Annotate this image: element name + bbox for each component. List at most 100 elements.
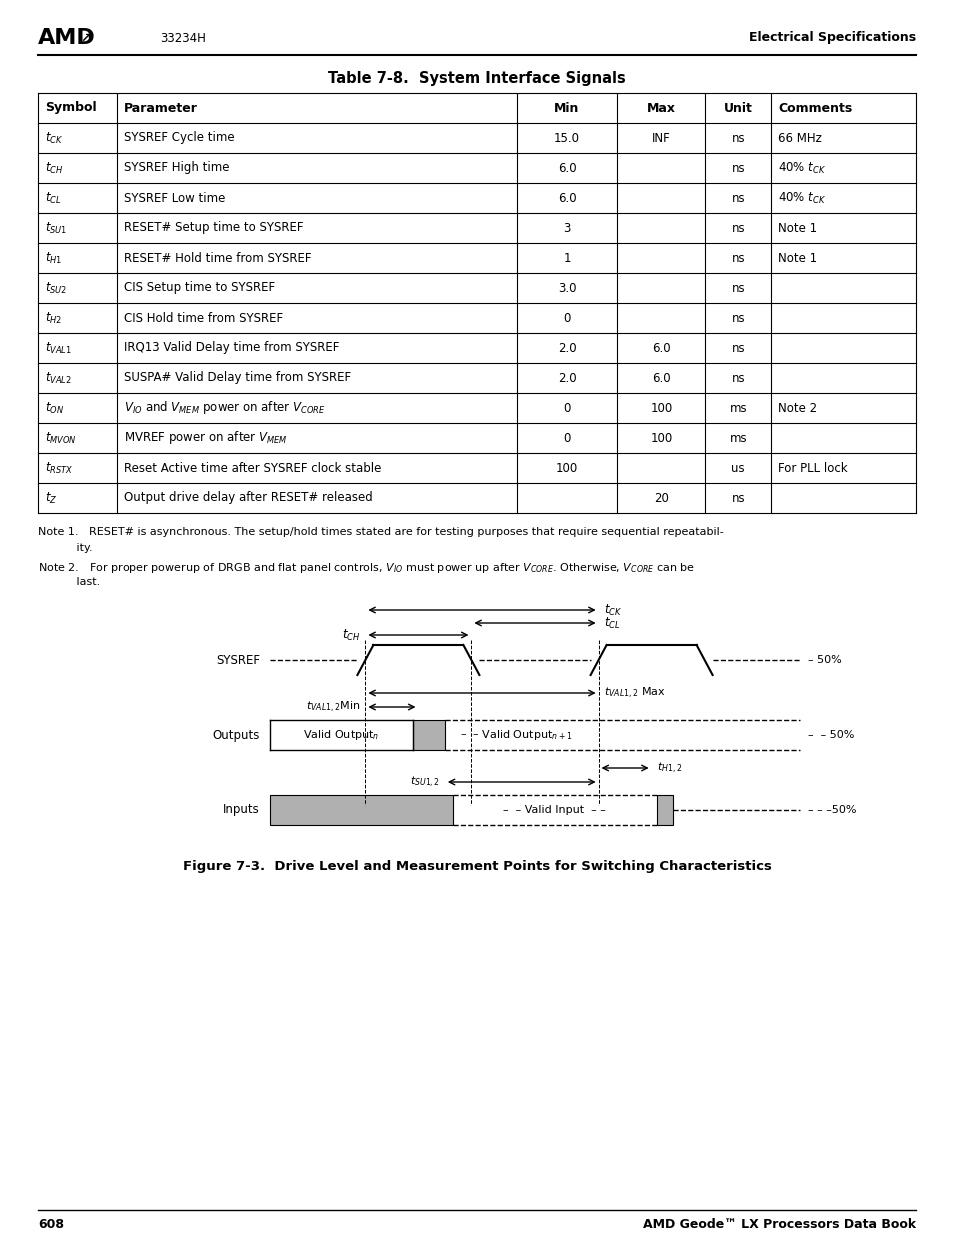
Text: $t_{H1,2}$: $t_{H1,2}$ xyxy=(656,761,681,776)
Text: ns: ns xyxy=(731,372,744,384)
Text: Outputs: Outputs xyxy=(213,729,260,741)
Bar xyxy=(270,795,453,825)
Text: us: us xyxy=(731,462,744,474)
Text: RESET# Setup time to SYSREF: RESET# Setup time to SYSREF xyxy=(124,221,303,235)
Text: ↗: ↗ xyxy=(80,32,91,44)
Text: $t_{H2}$: $t_{H2}$ xyxy=(45,310,62,326)
Text: $t_{CK}$: $t_{CK}$ xyxy=(45,131,63,146)
Text: 66 MHz: 66 MHz xyxy=(778,131,821,144)
Text: Parameter: Parameter xyxy=(124,101,197,115)
Text: Symbol: Symbol xyxy=(45,101,96,115)
Text: SYSREF High time: SYSREF High time xyxy=(124,162,230,174)
Text: ns: ns xyxy=(731,221,744,235)
Text: $t_{VAL1,2}$Min: $t_{VAL1,2}$Min xyxy=(306,699,360,715)
Text: SYSREF Cycle time: SYSREF Cycle time xyxy=(124,131,234,144)
Text: 0: 0 xyxy=(562,311,570,325)
Text: $t_{SU1}$: $t_{SU1}$ xyxy=(45,221,68,236)
Text: 6.0: 6.0 xyxy=(558,191,576,205)
Text: 3.0: 3.0 xyxy=(558,282,576,294)
Text: 6.0: 6.0 xyxy=(652,372,670,384)
Text: RESET# Hold time from SYSREF: RESET# Hold time from SYSREF xyxy=(124,252,312,264)
Text: $t_{SU1,2}$: $t_{SU1,2}$ xyxy=(410,774,439,789)
Text: ns: ns xyxy=(731,311,744,325)
Text: 6.0: 6.0 xyxy=(558,162,576,174)
Text: MVREF power on after $V_{MEM}$: MVREF power on after $V_{MEM}$ xyxy=(124,430,288,447)
Text: $t_{VAL1,2}$ Max: $t_{VAL1,2}$ Max xyxy=(603,685,664,700)
Text: ns: ns xyxy=(731,342,744,354)
Text: Note 1: Note 1 xyxy=(778,252,817,264)
Text: Note 2: Note 2 xyxy=(778,401,817,415)
Text: ns: ns xyxy=(731,162,744,174)
Text: ms: ms xyxy=(729,401,746,415)
Text: 20: 20 xyxy=(653,492,668,505)
Text: –  – Valid Output$_{n+1}$: – – Valid Output$_{n+1}$ xyxy=(459,727,572,742)
Text: ns: ns xyxy=(731,492,744,505)
Text: AMD Geode™ LX Processors Data Book: AMD Geode™ LX Processors Data Book xyxy=(642,1218,915,1231)
Text: ns: ns xyxy=(731,191,744,205)
Text: Note 2.   For proper powerup of DRGB and flat panel controls, $V_{IO}$ must powe: Note 2. For proper powerup of DRGB and f… xyxy=(38,561,695,576)
Text: INF: INF xyxy=(651,131,670,144)
Text: 3: 3 xyxy=(562,221,570,235)
Text: ns: ns xyxy=(731,252,744,264)
Text: 100: 100 xyxy=(650,431,672,445)
Text: SYSREF Low time: SYSREF Low time xyxy=(124,191,225,205)
Text: $t_{CL}$: $t_{CL}$ xyxy=(45,190,61,205)
Text: 100: 100 xyxy=(650,401,672,415)
Text: ns: ns xyxy=(731,131,744,144)
Text: 1: 1 xyxy=(562,252,570,264)
Text: 0: 0 xyxy=(562,401,570,415)
Text: SUSPA# Valid Delay time from SYSREF: SUSPA# Valid Delay time from SYSREF xyxy=(124,372,351,384)
Text: IRQ13 Valid Delay time from SYSREF: IRQ13 Valid Delay time from SYSREF xyxy=(124,342,339,354)
Text: Table 7-8.  System Interface Signals: Table 7-8. System Interface Signals xyxy=(328,70,625,85)
Text: – 50%: – 50% xyxy=(807,655,841,664)
Text: Note 1: Note 1 xyxy=(778,221,817,235)
Text: – – –50%: – – –50% xyxy=(807,805,856,815)
Text: Valid Output$_n$: Valid Output$_n$ xyxy=(303,727,379,742)
Text: Unit: Unit xyxy=(723,101,752,115)
Text: $t_{VAL1}$: $t_{VAL1}$ xyxy=(45,341,71,356)
Bar xyxy=(413,720,444,750)
Text: Max: Max xyxy=(646,101,675,115)
Text: last.: last. xyxy=(38,577,100,587)
Text: $t_{CL}$: $t_{CL}$ xyxy=(603,615,619,631)
Text: 2.0: 2.0 xyxy=(558,342,576,354)
Text: $t_{MVON}$: $t_{MVON}$ xyxy=(45,431,76,446)
Text: $t_{H1}$: $t_{H1}$ xyxy=(45,251,62,266)
Text: $t_{RSTX}$: $t_{RSTX}$ xyxy=(45,461,73,475)
Text: $t_{CH}$: $t_{CH}$ xyxy=(45,161,63,175)
Text: $V_{IO}$ and $V_{MEM}$ power on after $V_{CORE}$: $V_{IO}$ and $V_{MEM}$ power on after $V… xyxy=(124,399,325,416)
Text: Output drive delay after RESET# released: Output drive delay after RESET# released xyxy=(124,492,373,505)
Text: AMD: AMD xyxy=(38,28,95,48)
Text: Comments: Comments xyxy=(778,101,851,115)
Text: 2.0: 2.0 xyxy=(558,372,576,384)
Text: Reset Active time after SYSREF clock stable: Reset Active time after SYSREF clock sta… xyxy=(124,462,381,474)
Text: 15.0: 15.0 xyxy=(554,131,579,144)
Text: $t_{CH}$: $t_{CH}$ xyxy=(342,627,360,642)
Text: $t_{Z}$: $t_{Z}$ xyxy=(45,490,57,505)
Text: Note 1.   RESET# is asynchronous. The setup/hold times stated are for testing pu: Note 1. RESET# is asynchronous. The setu… xyxy=(38,527,723,537)
Text: ns: ns xyxy=(731,282,744,294)
Text: Inputs: Inputs xyxy=(223,804,260,816)
Text: Min: Min xyxy=(554,101,579,115)
Text: 6.0: 6.0 xyxy=(652,342,670,354)
Text: CIS Setup time to SYSREF: CIS Setup time to SYSREF xyxy=(124,282,274,294)
Text: 40% $t_{CK}$: 40% $t_{CK}$ xyxy=(778,161,825,175)
Text: For PLL lock: For PLL lock xyxy=(778,462,847,474)
Text: SYSREF: SYSREF xyxy=(215,653,260,667)
Text: Electrical Specifications: Electrical Specifications xyxy=(748,32,915,44)
Bar xyxy=(657,795,672,825)
Text: –  – Valid Input  – –: – – Valid Input – – xyxy=(503,805,606,815)
Text: 100: 100 xyxy=(556,462,578,474)
Text: 33234H: 33234H xyxy=(160,32,206,44)
Text: 0: 0 xyxy=(562,431,570,445)
Text: $t_{ON}$: $t_{ON}$ xyxy=(45,400,64,415)
Text: CIS Hold time from SYSREF: CIS Hold time from SYSREF xyxy=(124,311,283,325)
Text: $t_{VAL2}$: $t_{VAL2}$ xyxy=(45,370,71,385)
Text: ms: ms xyxy=(729,431,746,445)
Text: ity.: ity. xyxy=(38,543,92,553)
Text: 40% $t_{CK}$: 40% $t_{CK}$ xyxy=(778,190,825,205)
Text: $t_{CK}$: $t_{CK}$ xyxy=(603,603,621,618)
Text: –  – 50%: – – 50% xyxy=(807,730,854,740)
Text: $t_{SU2}$: $t_{SU2}$ xyxy=(45,280,68,295)
Text: 608: 608 xyxy=(38,1218,64,1231)
